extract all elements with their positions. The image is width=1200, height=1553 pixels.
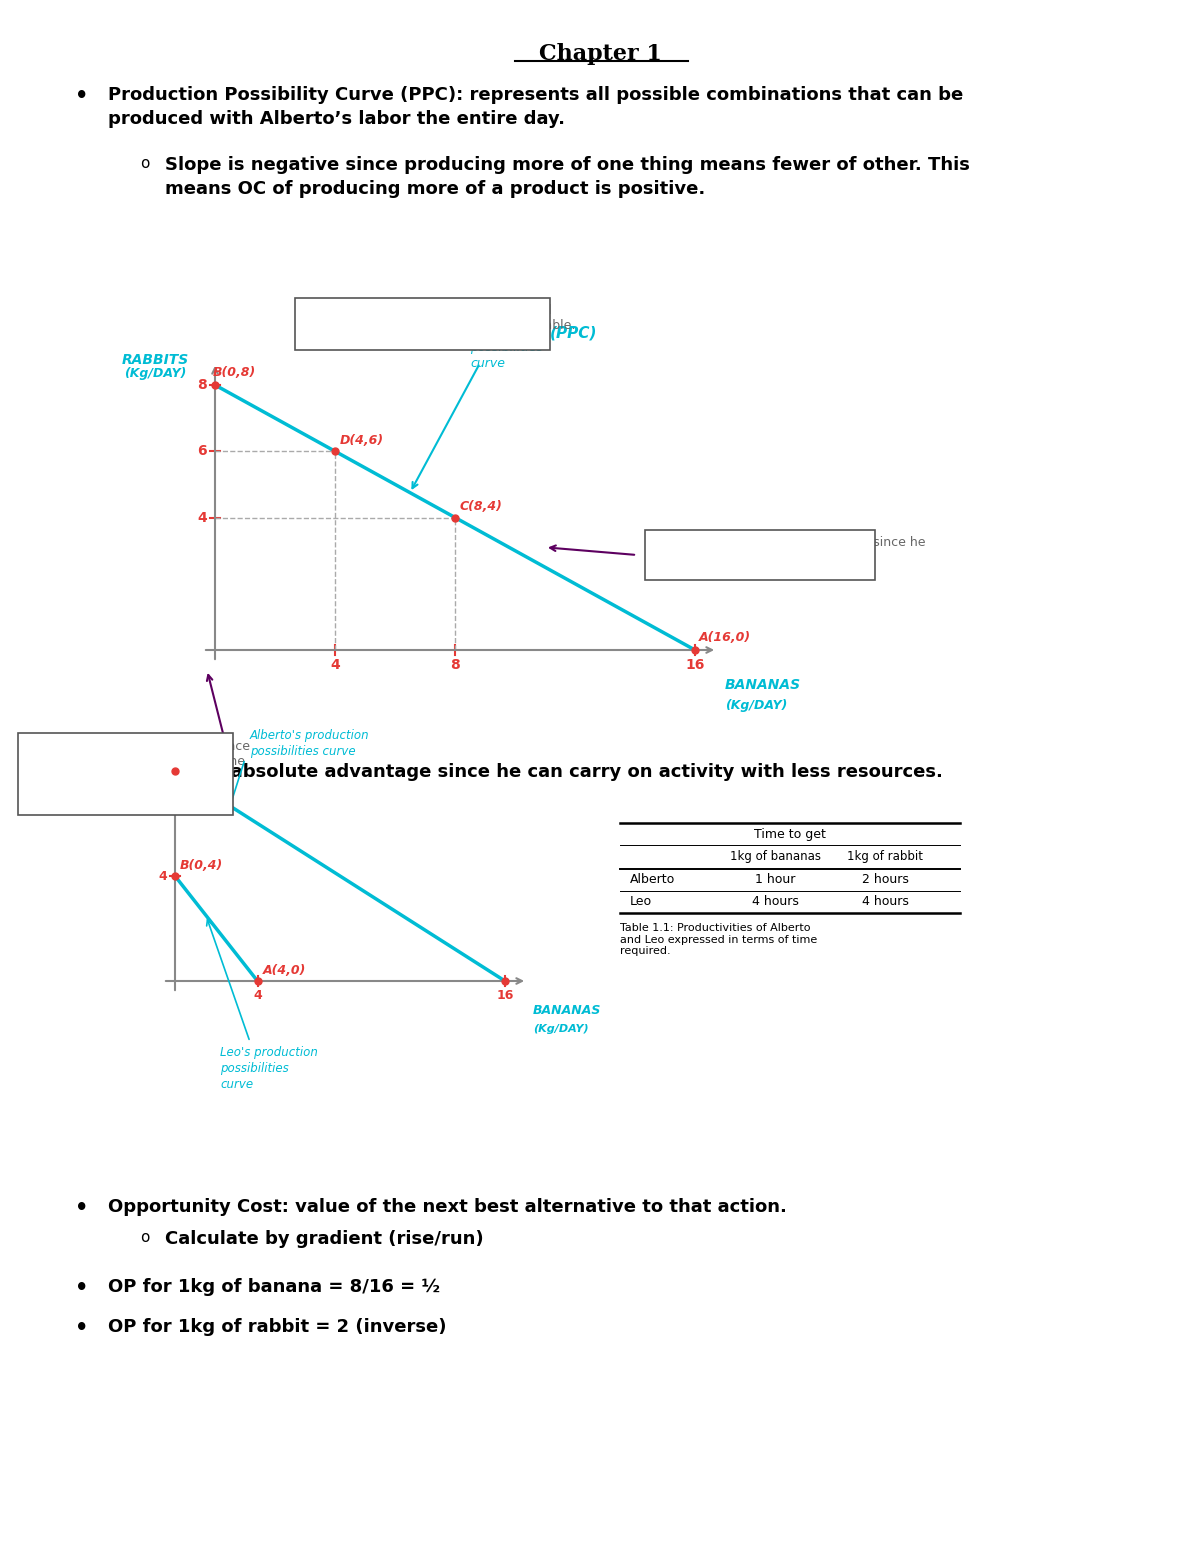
Text: possibilities: possibilities	[220, 1062, 289, 1075]
Text: 6: 6	[197, 444, 208, 458]
Text: curve: curve	[470, 357, 505, 370]
Text: Leo: Leo	[630, 895, 652, 909]
Text: Leo's production: Leo's production	[220, 1047, 318, 1059]
Text: Calculate by gradient (rise/run): Calculate by gradient (rise/run)	[166, 1230, 484, 1249]
Text: RABBITS: RABBITS	[121, 353, 188, 367]
Text: RABBITS: RABBITS	[90, 739, 150, 753]
Text: •: •	[74, 1278, 89, 1298]
Text: (Kg/DAY): (Kg/DAY)	[124, 367, 186, 380]
Text: 4: 4	[253, 989, 262, 1002]
FancyBboxPatch shape	[295, 298, 550, 349]
Text: Slope is negative since producing more of one thing means fewer of other. This: Slope is negative since producing more o…	[166, 155, 970, 174]
Text: D(4,6): D(4,6)	[340, 435, 384, 447]
FancyBboxPatch shape	[646, 530, 875, 579]
Text: 1 hour: 1 hour	[755, 873, 796, 887]
Text: 2 hours: 2 hours	[862, 873, 908, 887]
Text: •: •	[74, 1318, 89, 1339]
Text: Time to get: Time to get	[754, 828, 826, 842]
Text: B(0,4): B(0,4)	[180, 859, 223, 871]
Text: produced with Alberto’s labor the entire day.: produced with Alberto’s labor the entire…	[108, 110, 565, 127]
Text: OP for 1kg of rabbit = 2 (inverse): OP for 1kg of rabbit = 2 (inverse)	[108, 1318, 446, 1336]
Text: BANANAS: BANANAS	[725, 679, 802, 693]
Text: production: production	[470, 325, 538, 339]
Text: 8: 8	[158, 764, 167, 778]
Text: (Kg/DAY): (Kg/DAY)	[533, 1023, 589, 1034]
Text: Below and left PPC: inefficient since
he hangs around island losing time
and pro: Below and left PPC: inefficient since he…	[25, 739, 250, 783]
Text: 8: 8	[450, 658, 460, 672]
Text: Production Possibility Curve (PPC): represents all possible combinations that ca: Production Possibility Curve (PPC): repr…	[108, 85, 964, 104]
Text: 1kg of bananas: 1kg of bananas	[730, 849, 821, 863]
Text: A(4,0): A(4,0)	[263, 964, 306, 977]
Text: 16: 16	[685, 658, 704, 672]
Text: C(8,4): C(8,4)	[460, 500, 503, 514]
Text: 4 hours: 4 hours	[862, 895, 908, 909]
Text: A(16,0): A(16,0)	[698, 631, 751, 644]
Text: Alberto has absolute advantage since he can carry on activity with less resource: Alberto has absolute advantage since he …	[108, 763, 943, 781]
Text: means OC of producing more of a product is positive.: means OC of producing more of a product …	[166, 180, 706, 197]
Text: Right and above PPC: unattainable since he
does not have enough time.: Right and above PPC: unattainable since …	[650, 536, 925, 564]
Text: 4: 4	[330, 658, 340, 672]
Text: (Kg/DAY): (Kg/DAY)	[725, 699, 787, 711]
Text: Alberto: Alberto	[630, 873, 676, 887]
Text: curve: curve	[220, 1078, 253, 1092]
Text: Table 1.1: Productivities of Alberto
and Leo expressed in terms of time
required: Table 1.1: Productivities of Alberto and…	[620, 922, 817, 957]
Text: On point: efficient since resources used
efficiently and no time wasted – attain: On point: efficient since resources used…	[302, 304, 575, 332]
Text: 16: 16	[497, 989, 514, 1002]
Text: •: •	[74, 1197, 89, 1218]
Text: •: •	[74, 85, 89, 106]
Text: •: •	[74, 763, 89, 783]
Text: (Kg/DAY): (Kg/DAY)	[92, 756, 148, 767]
Text: Chapter 1: Chapter 1	[539, 43, 661, 65]
Text: 8: 8	[197, 377, 208, 391]
Text: (PPC): (PPC)	[550, 325, 598, 340]
Text: possibilities curve: possibilities curve	[250, 745, 355, 758]
Text: 1kg of rabbit: 1kg of rabbit	[847, 849, 923, 863]
Text: B(0,8): B(0,8)	[214, 367, 257, 379]
Text: o: o	[140, 155, 149, 171]
Text: Opportunity Cost: value of the next best alternative to that action.: Opportunity Cost: value of the next best…	[108, 1197, 787, 1216]
Text: Alberto's production: Alberto's production	[250, 728, 370, 742]
Text: OP for 1kg of banana = 8/16 = ½: OP for 1kg of banana = 8/16 = ½	[108, 1278, 440, 1297]
Text: 4 hours: 4 hours	[751, 895, 798, 909]
Text: o: o	[140, 1230, 149, 1246]
Text: possibilities: possibilities	[470, 342, 542, 354]
Text: BANANAS: BANANAS	[533, 1005, 601, 1017]
FancyBboxPatch shape	[18, 733, 233, 815]
Text: 4: 4	[197, 511, 208, 525]
Text: 4: 4	[158, 870, 167, 882]
